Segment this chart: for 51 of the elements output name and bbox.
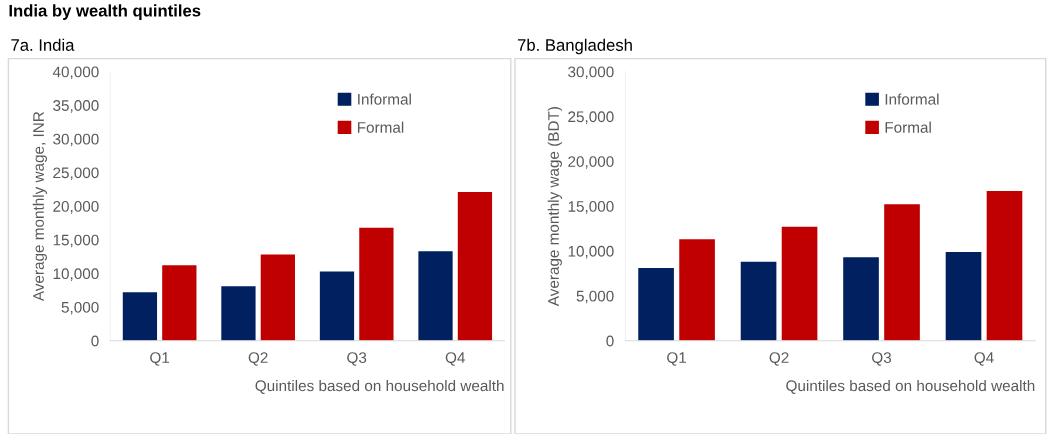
x-tick-label: Q2 <box>248 352 268 366</box>
y-tick-label: 15,000 <box>568 201 614 214</box>
y-tick-label: 25,000 <box>568 111 614 124</box>
bar <box>359 227 394 341</box>
x-tick-label: Q1 <box>150 352 170 366</box>
bar <box>457 192 493 341</box>
x-tick-label: Q1 <box>667 352 687 366</box>
x-tick-label: Q4 <box>974 352 994 366</box>
x-axis-title: Quintiles based on household wealth <box>786 379 1035 394</box>
bar <box>781 226 818 341</box>
legend-label: Informal <box>885 93 939 105</box>
y-tick-label: 20,000 <box>568 156 614 169</box>
x-tick-label: Q4 <box>445 352 465 366</box>
legend-label: Informal <box>358 93 411 105</box>
y-tick-label: 30,000 <box>568 66 614 80</box>
bar <box>986 190 1023 341</box>
y-tick-label: 10,000 <box>568 245 614 259</box>
bar <box>843 257 879 341</box>
x-tick-label: Q2 <box>769 352 789 366</box>
bar <box>679 239 715 341</box>
y-tick-label: 10,000 <box>53 268 99 281</box>
x-axis-title: Quintiles based on household wealth <box>255 379 504 394</box>
bar <box>319 271 355 341</box>
legend-label: Formal <box>885 121 931 133</box>
y-tick-label: 40,000 <box>52 66 99 80</box>
y-tick-label: 30,000 <box>53 133 99 147</box>
y-tick-label: 15,000 <box>53 234 99 248</box>
x-tick-label: Q3 <box>347 352 367 366</box>
y-tick-label: 5,000 <box>61 301 99 315</box>
bar <box>418 251 453 341</box>
y-axis-title: Average monthly wage (BDT) <box>547 107 562 307</box>
y-tick-label: 25,000 <box>53 167 99 181</box>
bar <box>260 254 295 341</box>
legend-label: Formal <box>357 121 404 133</box>
chart-title: 7b. Bangladesh <box>517 38 632 55</box>
bar <box>221 286 256 341</box>
bar <box>740 261 777 341</box>
bar <box>638 268 674 341</box>
y-tick-label: 0 <box>606 335 614 347</box>
bar <box>122 292 158 341</box>
y-axis-title: Average monthly wage, INR <box>32 111 47 302</box>
bar <box>884 204 920 341</box>
chart-title: 7a. India <box>11 38 75 51</box>
x-tick-label: Q3 <box>872 352 892 366</box>
bar <box>162 265 197 341</box>
text: India by wealth quintiles <box>9 4 201 20</box>
y-tick-label: 20,000 <box>53 201 99 214</box>
y-tick-label: 0 <box>91 335 99 347</box>
y-tick-label: 5,000 <box>576 290 614 304</box>
y-tick-label: 35,000 <box>53 100 99 113</box>
bar <box>945 251 982 341</box>
